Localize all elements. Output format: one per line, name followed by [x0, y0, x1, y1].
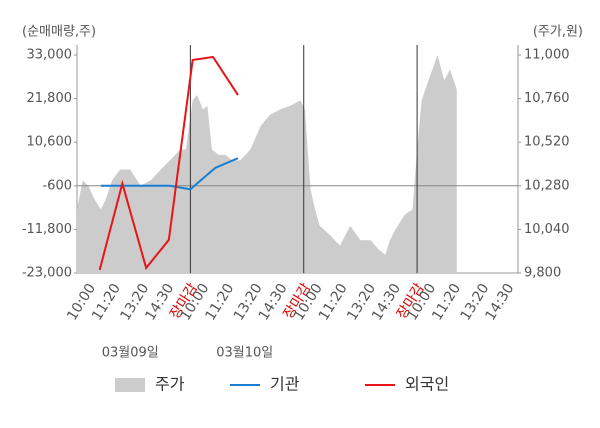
- y2-tick-label: 10,520: [524, 135, 570, 150]
- y2-tick-label: 10,040: [524, 222, 570, 237]
- y-axis-label: (순매매량,주): [22, 25, 96, 40]
- y2-tick-label: 10,280: [524, 178, 570, 193]
- price-area: [77, 55, 457, 273]
- y2-tick-label: 11,000: [524, 48, 570, 63]
- legend-label: 기관: [270, 375, 300, 394]
- y2-tick-label: 9,800: [524, 266, 561, 281]
- y-tick-label: 10,600: [27, 135, 73, 150]
- y-tick-label: -23,000: [22, 266, 72, 281]
- legend-swatch: [115, 378, 145, 392]
- series-line: [100, 157, 239, 191]
- series-line: [98, 55, 239, 271]
- y-tick-label: -600: [42, 178, 72, 193]
- legend-label: 주가: [155, 375, 185, 394]
- y-tick-label: 33,000: [27, 48, 73, 63]
- y-tick-label: -11,800: [22, 222, 72, 237]
- date-label: 03월09일: [102, 346, 159, 361]
- y2-axis-label: (주가,원): [533, 25, 583, 40]
- date-label: 03월10일: [216, 346, 273, 361]
- y-tick-label: 21,800: [27, 91, 73, 106]
- legend-label: 외국인: [405, 375, 449, 394]
- y2-tick-label: 10,760: [524, 91, 570, 106]
